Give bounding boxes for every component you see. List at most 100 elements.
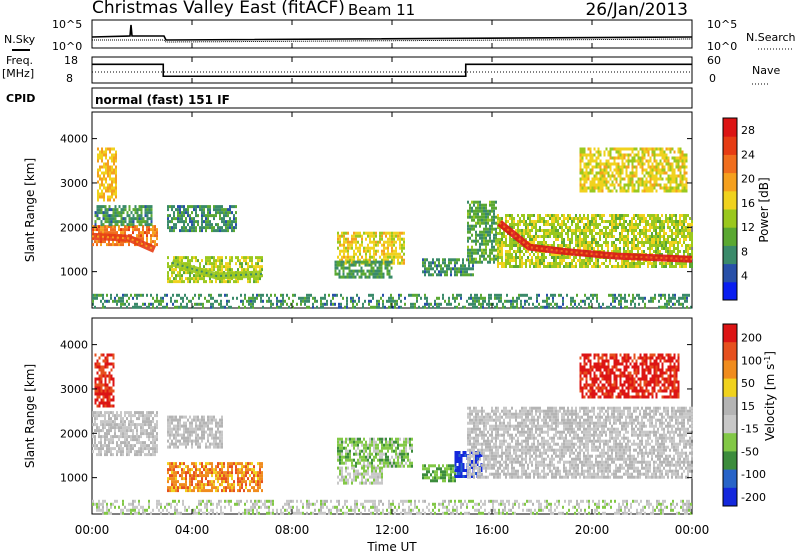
- data-cell: [395, 253, 397, 256]
- data-cell: [173, 443, 175, 446]
- data-cell: [148, 453, 150, 456]
- data-cell: [139, 217, 141, 220]
- data-cell: [213, 217, 215, 220]
- data-cell: [108, 420, 110, 423]
- data-cell: [361, 256, 363, 259]
- data-cell: [684, 178, 686, 181]
- data-cell: [339, 270, 341, 273]
- data-cell: [585, 232, 587, 235]
- data-cell: [430, 267, 432, 270]
- data-cell: [229, 211, 231, 214]
- data-cell: [666, 306, 668, 309]
- data-cell: [215, 229, 217, 232]
- data-cell: [592, 181, 594, 184]
- data-cell: [187, 211, 189, 214]
- data-cell: [621, 238, 623, 241]
- data-cell: [659, 244, 661, 247]
- data-cell: [138, 453, 140, 456]
- data-cell: [396, 300, 398, 303]
- data-cell: [257, 259, 259, 262]
- data-cell: [199, 262, 201, 265]
- data-cell: [539, 262, 541, 265]
- data-cell: [678, 187, 680, 190]
- data-cell: [650, 175, 652, 178]
- data-cell: [598, 181, 600, 184]
- data-cell: [108, 450, 110, 453]
- data-cell: [357, 261, 359, 264]
- data-cell: [567, 235, 569, 238]
- data-cell: [685, 238, 687, 241]
- data-cell: [174, 306, 176, 309]
- data-cell: [107, 148, 109, 151]
- colorbar-segment: [723, 136, 737, 155]
- data-cell: [357, 235, 359, 238]
- data-cell: [558, 294, 560, 297]
- data-cell: [109, 402, 111, 405]
- data-cell: [662, 154, 664, 157]
- data-cell: [391, 250, 393, 253]
- data-cell: [679, 217, 681, 220]
- data-cell: [101, 196, 103, 199]
- data-cell: [105, 381, 107, 384]
- data-cell: [639, 220, 641, 223]
- data-cell: [630, 148, 632, 151]
- data-cell: [116, 300, 118, 303]
- data-cell: [173, 419, 175, 422]
- data-cell: [525, 229, 527, 232]
- data-cell: [100, 228, 102, 231]
- data-cell: [627, 223, 629, 226]
- data-cell: [590, 160, 592, 163]
- data-cell: [235, 280, 237, 283]
- data-cell: [369, 253, 371, 256]
- data-cell: [219, 205, 221, 208]
- data-cell: [181, 437, 183, 440]
- data-cell: [475, 249, 477, 252]
- data-cell: [189, 425, 191, 428]
- data-cell: [575, 265, 577, 268]
- data-cell: [220, 303, 222, 306]
- data-cell: [179, 271, 181, 274]
- data-cell: [631, 226, 633, 229]
- data-cell: [472, 267, 474, 270]
- data-cell: [519, 223, 521, 226]
- data-cell: [654, 154, 656, 157]
- data-cell: [626, 300, 628, 303]
- data-cell: [635, 226, 637, 229]
- data-cell: [597, 232, 599, 235]
- data-cell: [651, 238, 653, 241]
- data-cell: [102, 294, 104, 297]
- data-cell: [102, 420, 104, 423]
- data-cell: [577, 259, 579, 262]
- data-cell: [631, 238, 633, 241]
- data-cell: [341, 232, 343, 235]
- data-cell: [672, 178, 674, 181]
- data-cell: [347, 256, 349, 259]
- data-cell: [118, 423, 120, 426]
- data-cell: [662, 178, 664, 181]
- data-cell: [203, 419, 205, 422]
- data-cell: [171, 217, 173, 220]
- data-cell: [548, 306, 550, 309]
- data-cell: [678, 160, 680, 163]
- data-cell: [483, 231, 485, 234]
- data-cell: [107, 211, 109, 214]
- data-cell: [680, 154, 682, 157]
- data-cell: [113, 390, 115, 393]
- data-cell: [107, 384, 109, 387]
- data-cell: [681, 220, 683, 223]
- data-cell: [664, 151, 666, 154]
- data-cell: [654, 157, 656, 160]
- data-cell: [193, 440, 195, 443]
- data-cell: [205, 214, 207, 217]
- data-cell: [675, 238, 677, 241]
- data-cell: [111, 363, 113, 366]
- data-cell: [617, 238, 619, 241]
- colorbar-segment: [723, 191, 737, 210]
- data-cell: [375, 235, 377, 238]
- data-cell: [604, 181, 606, 184]
- data-cell: [339, 261, 341, 264]
- data-cell: [575, 244, 577, 247]
- data-cell: [129, 220, 131, 223]
- data-cell: [616, 169, 618, 172]
- data-cell: [638, 190, 640, 193]
